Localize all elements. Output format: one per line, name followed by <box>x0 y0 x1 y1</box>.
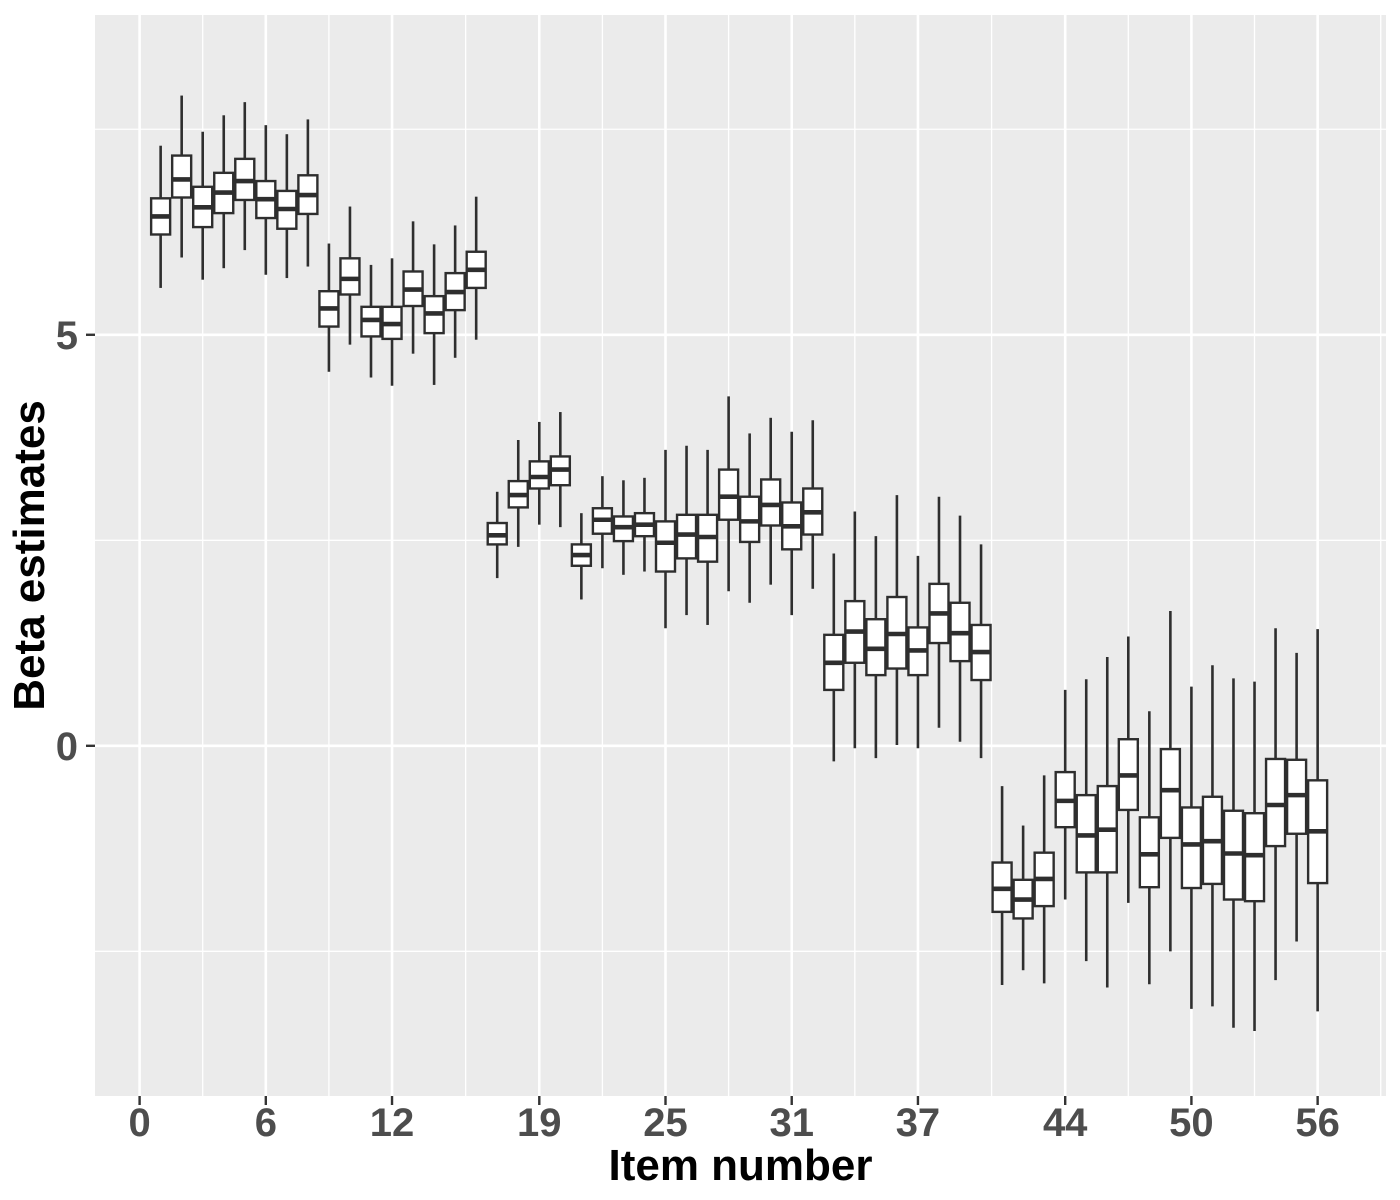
boxplot-box <box>1264 757 1287 848</box>
boxplot-box <box>654 520 677 573</box>
x-tick-label: 56 <box>1295 1101 1340 1145</box>
boxplot-item <box>1285 652 1308 942</box>
boxplot-item <box>717 396 740 592</box>
x-tick-label: 50 <box>1169 1101 1214 1145</box>
boxplot-box <box>1159 747 1182 840</box>
boxplot-item <box>1096 657 1118 988</box>
boxplot-item <box>949 515 971 742</box>
boxplot-item <box>654 449 677 629</box>
boxplot-item <box>381 258 403 386</box>
boxplot-item <box>1180 686 1203 1009</box>
boxplot-item <box>612 480 635 575</box>
boxplot-item <box>1033 775 1055 984</box>
boxplot-item <box>1222 678 1245 1028</box>
boxplot-item <box>213 115 235 269</box>
boxplot-item <box>486 491 508 579</box>
boxplot-item <box>759 417 782 585</box>
x-tick-label: 25 <box>643 1101 688 1145</box>
boxplot-item <box>1075 679 1097 962</box>
x-tick-label: 37 <box>896 1101 941 1145</box>
boxplot-item <box>255 125 277 275</box>
boxplot-item <box>781 431 803 616</box>
boxplot-item <box>591 476 614 569</box>
boxplot-item <box>907 555 929 749</box>
boxplot-item <box>991 786 1013 986</box>
boxplot-item <box>444 225 466 358</box>
boxplot-item <box>675 445 698 616</box>
boxplot-item <box>1138 711 1161 985</box>
boxplot-item <box>844 511 866 749</box>
boxplot-item <box>570 513 593 600</box>
boxplot-item <box>402 221 424 354</box>
boxplot-item <box>549 412 572 528</box>
boxplot-item <box>297 119 319 267</box>
boxplot-box <box>759 478 782 527</box>
boxplot-item <box>696 449 719 625</box>
boxplot-item <box>865 536 887 759</box>
boxplot-item <box>823 553 845 762</box>
y-tick-label: 0 <box>56 725 78 769</box>
boxplot-item <box>1243 681 1266 1032</box>
boxplot-item <box>970 544 992 759</box>
boxplot-item <box>633 477 656 572</box>
boxplot-item <box>276 134 298 279</box>
boxplot-item <box>423 244 445 385</box>
x-tick-label: 0 <box>128 1101 150 1145</box>
y-axis-title: Beta estimates <box>5 400 54 711</box>
x-tick-label: 19 <box>517 1101 562 1145</box>
boxplot-item <box>886 495 908 745</box>
boxplot-item <box>149 145 172 288</box>
x-tick-label: 31 <box>769 1101 814 1145</box>
boxplot-item <box>738 433 761 603</box>
boxplot-item <box>1264 628 1287 981</box>
boxplot-item <box>360 264 382 378</box>
boxplot-item <box>1054 689 1076 900</box>
boxplot-item <box>1012 825 1034 971</box>
x-tick-label: 12 <box>370 1101 415 1145</box>
boxplot-box <box>339 257 361 296</box>
boxplot-item <box>1159 610 1182 952</box>
boxplot-item <box>234 102 256 251</box>
boxplot-item <box>339 206 361 345</box>
boxplot-item <box>192 131 214 280</box>
boxplot-item <box>928 496 950 728</box>
boxplot-item <box>1306 629 1329 1012</box>
boxplot-item <box>802 420 824 589</box>
boxplot-item <box>528 421 550 525</box>
x-tick-label: 6 <box>255 1101 277 1145</box>
x-axis-title: Item number <box>608 1141 872 1190</box>
boxplot-item <box>1117 636 1140 903</box>
y-tick-label: 5 <box>56 314 78 358</box>
boxplot-box <box>170 154 193 199</box>
boxplot-item <box>465 196 487 340</box>
boxplot-box <box>1180 806 1203 890</box>
boxplot-item <box>1201 665 1224 1007</box>
boxplot-item <box>507 440 529 547</box>
x-tick-label: 44 <box>1043 1101 1088 1145</box>
boxplot-item <box>170 95 193 258</box>
boxplot-item <box>318 243 340 372</box>
